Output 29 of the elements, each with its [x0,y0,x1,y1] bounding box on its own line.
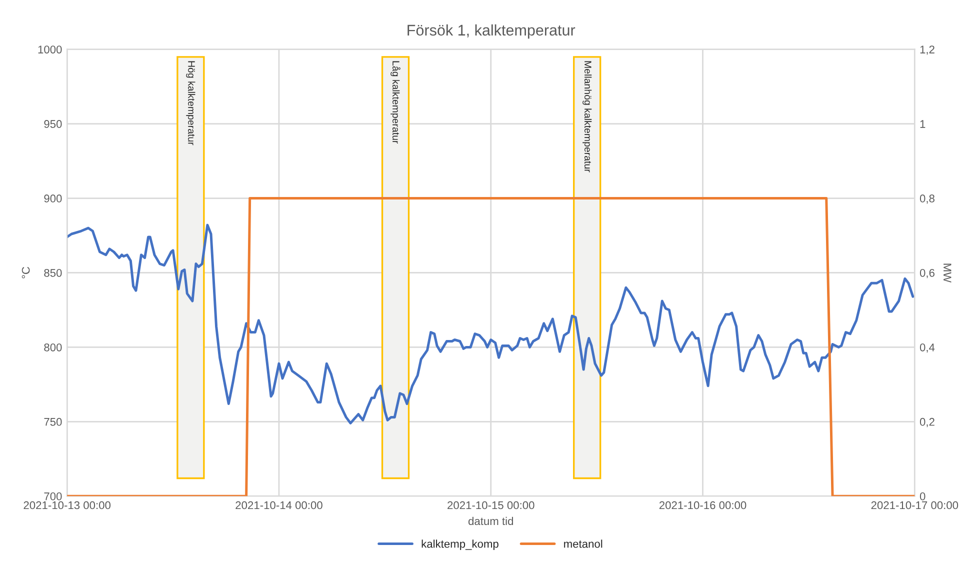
y-tick-label: 950 [44,120,62,128]
x-tick-label: 2021-10-14 00:00 [236,501,322,510]
y-tick-label: 850 [44,268,62,277]
line-series [67,224,914,424]
x-tick-label: 2021-10-15 00:00 [448,501,534,510]
band-label: Mellanhög kalktemperatur [582,61,592,172]
x-tick-label: 2021-10-17 00:00 [871,501,958,510]
x-tick-label: 2021-10-16 00:00 [659,501,746,510]
y-tick-label: 800 [44,343,62,352]
y2-tick-label: 0,6 [920,268,934,278]
x-axis-title: datum tid [468,516,513,526]
y2-axis-title: MW [944,264,952,283]
y-tick-label: 900 [44,194,62,202]
band-label: Hög kalktemperatur [186,61,196,146]
y2-tick-label: 0,8 [920,194,934,204]
y2-tick-label: 0 [920,492,926,500]
y2-tick-label: 0,2 [920,418,934,428]
chart-title: Försök 1, kalktemperatur [408,24,576,39]
y-tick-label: 700 [44,492,62,500]
y2-tick-label: 1 [920,120,926,128]
band-label: Låg kalktemperatur [390,61,400,144]
legend-label: kalktemp_komp [422,540,498,550]
y-tick-label: 1000 [38,46,62,54]
x-tick-label: 2021-10-13 00:00 [24,501,110,510]
legend-label: metanol [564,540,602,548]
y2-tick-label: 1,2 [920,46,934,55]
y-axis-title: °C [22,266,30,278]
y-tick-label: 750 [44,418,62,426]
y2-tick-label: 0,4 [920,343,935,353]
